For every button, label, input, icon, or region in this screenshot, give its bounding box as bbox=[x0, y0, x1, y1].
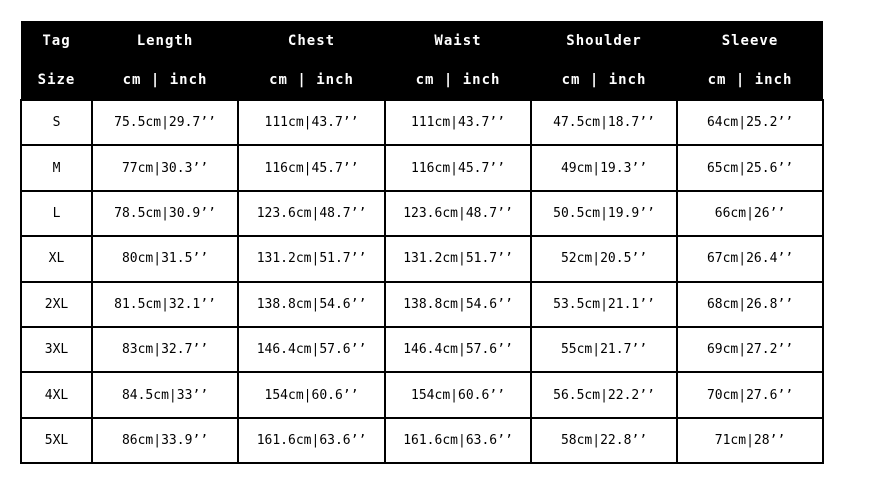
sleeve-cell: 71cm|28’’ bbox=[676, 416, 824, 465]
header-cell-chest: Chest cm | inch bbox=[238, 21, 385, 100]
chest-cell: 146.4cm|57.6’’ bbox=[237, 325, 386, 374]
header-size-label: Size bbox=[37, 71, 76, 88]
sleeve-cell: 69cm|27.2’’ bbox=[676, 325, 824, 374]
header-cell-waist: Waist cm | inch bbox=[385, 21, 531, 100]
waist-cell: 123.6cm|48.7’’ bbox=[384, 189, 532, 238]
waist-cell: 111cm|43.7’’ bbox=[384, 98, 532, 147]
sleeve-cell: 70cm|27.6’’ bbox=[676, 371, 824, 419]
header-cell-tag-size: Tag Size bbox=[21, 21, 92, 100]
sleeve-cell: 66cm|26’’ bbox=[676, 189, 824, 238]
sleeve-cell: 64cm|25.2’’ bbox=[676, 98, 824, 147]
size-chart-body: S 75.5cm|29.7’’ 111cm|43.7’’ 111cm|43.7’… bbox=[20, 98, 824, 465]
table-row-s: S 75.5cm|29.7’’ 111cm|43.7’’ 111cm|43.7’… bbox=[20, 98, 824, 147]
chest-cell: 161.6cm|63.6’’ bbox=[237, 416, 386, 465]
size-cell: 5XL bbox=[20, 416, 93, 465]
length-cell: 86cm|33.9’’ bbox=[91, 416, 239, 465]
chest-cell: 138.8cm|54.6’’ bbox=[237, 280, 386, 328]
waist-cell: 161.6cm|63.6’’ bbox=[384, 416, 532, 465]
size-chart-header: Tag Size Length cm | inch Chest cm | inc… bbox=[21, 21, 823, 100]
size-cell: M bbox=[20, 144, 93, 192]
chest-cell: 123.6cm|48.7’’ bbox=[237, 189, 386, 238]
length-cell: 80cm|31.5’’ bbox=[91, 235, 239, 283]
shoulder-cell: 52cm|20.5’’ bbox=[530, 235, 678, 283]
header-waist-units: cm | inch bbox=[415, 71, 501, 88]
size-chart-table: Tag Size Length cm | inch Chest cm | inc… bbox=[20, 21, 824, 465]
sleeve-cell: 68cm|26.8’’ bbox=[676, 280, 824, 328]
waist-cell: 131.2cm|51.7’’ bbox=[384, 235, 532, 283]
table-row-m: M 77cm|30.3’’ 116cm|45.7’’ 116cm|45.7’’ … bbox=[20, 144, 824, 192]
waist-cell: 138.8cm|54.6’’ bbox=[384, 280, 532, 328]
header-sleeve-label: Sleeve bbox=[721, 32, 779, 49]
header-shoulder-units: cm | inch bbox=[561, 71, 647, 88]
header-chest-units: cm | inch bbox=[269, 71, 354, 88]
size-cell: 2XL bbox=[20, 280, 93, 328]
length-cell: 83cm|32.7’’ bbox=[91, 325, 239, 374]
chest-cell: 154cm|60.6’’ bbox=[237, 371, 386, 419]
table-row-l: L 78.5cm|30.9’’ 123.6cm|48.7’’ 123.6cm|4… bbox=[20, 189, 824, 238]
length-cell: 78.5cm|30.9’’ bbox=[91, 189, 239, 238]
header-shoulder-label: Shoulder bbox=[566, 32, 642, 49]
header-chest-label: Chest bbox=[287, 32, 336, 49]
shoulder-cell: 56.5cm|22.2’’ bbox=[530, 371, 678, 419]
chest-cell: 131.2cm|51.7’’ bbox=[237, 235, 386, 283]
shoulder-cell: 58cm|22.8’’ bbox=[530, 416, 678, 465]
header-cell-sleeve: Sleeve cm | inch bbox=[677, 21, 823, 100]
shoulder-cell: 53.5cm|21.1’’ bbox=[530, 280, 678, 328]
waist-cell: 146.4cm|57.6’’ bbox=[384, 325, 532, 374]
size-cell: 4XL bbox=[20, 371, 93, 419]
table-row-5xl: 5XL 86cm|33.9’’ 161.6cm|63.6’’ 161.6cm|6… bbox=[20, 416, 824, 465]
shoulder-cell: 49cm|19.3’’ bbox=[530, 144, 678, 192]
header-cell-shoulder: Shoulder cm | inch bbox=[531, 21, 677, 100]
size-cell: L bbox=[20, 189, 93, 238]
table-row-3xl: 3XL 83cm|32.7’’ 146.4cm|57.6’’ 146.4cm|5… bbox=[20, 325, 824, 374]
chest-cell: 116cm|45.7’’ bbox=[237, 144, 386, 192]
header-sleeve-units: cm | inch bbox=[707, 71, 793, 88]
waist-cell: 116cm|45.7’’ bbox=[384, 144, 532, 192]
length-cell: 75.5cm|29.7’’ bbox=[91, 98, 239, 147]
size-cell: S bbox=[20, 98, 93, 147]
sleeve-cell: 65cm|25.6’’ bbox=[676, 144, 824, 192]
shoulder-cell: 50.5cm|19.9’’ bbox=[530, 189, 678, 238]
waist-cell: 154cm|60.6’’ bbox=[384, 371, 532, 419]
sleeve-cell: 67cm|26.4’’ bbox=[676, 235, 824, 283]
header-cell-length: Length cm | inch bbox=[92, 21, 238, 100]
shoulder-cell: 55cm|21.7’’ bbox=[530, 325, 678, 374]
table-row-xl: XL 80cm|31.5’’ 131.2cm|51.7’’ 131.2cm|51… bbox=[20, 235, 824, 283]
size-cell: 3XL bbox=[20, 325, 93, 374]
header-waist-label: Waist bbox=[434, 32, 482, 49]
length-cell: 77cm|30.3’’ bbox=[91, 144, 239, 192]
size-cell: XL bbox=[20, 235, 93, 283]
header-row: Tag Size Length cm | inch Chest cm | inc… bbox=[21, 21, 823, 100]
table-row-4xl: 4XL 84.5cm|33’’ 154cm|60.6’’ 154cm|60.6’… bbox=[20, 371, 824, 419]
shoulder-cell: 47.5cm|18.7’’ bbox=[530, 98, 678, 147]
length-cell: 81.5cm|32.1’’ bbox=[91, 280, 239, 328]
table-row-2xl: 2XL 81.5cm|32.1’’ 138.8cm|54.6’’ 138.8cm… bbox=[20, 280, 824, 328]
size-chart: Tag Size Length cm | inch Chest cm | inc… bbox=[20, 21, 824, 465]
header-length-label: Length bbox=[136, 32, 194, 49]
header-tag-label: Tag bbox=[42, 32, 71, 49]
length-cell: 84.5cm|33’’ bbox=[91, 371, 239, 419]
header-length-units: cm | inch bbox=[122, 71, 208, 88]
chest-cell: 111cm|43.7’’ bbox=[237, 98, 386, 147]
